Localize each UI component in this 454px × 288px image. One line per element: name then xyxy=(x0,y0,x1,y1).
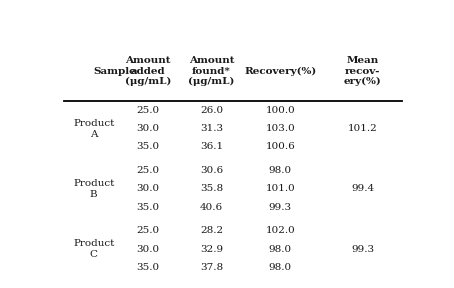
Text: 99.3: 99.3 xyxy=(351,245,375,253)
Text: 98.0: 98.0 xyxy=(269,245,292,253)
Text: 35.8: 35.8 xyxy=(200,184,223,194)
Text: 35.0: 35.0 xyxy=(137,143,160,151)
Text: Amount
found*
(μg/mL): Amount found* (μg/mL) xyxy=(188,56,235,86)
Text: Mean
recov-
ery(%): Mean recov- ery(%) xyxy=(344,56,382,86)
Text: 26.0: 26.0 xyxy=(200,106,223,115)
Text: 32.9: 32.9 xyxy=(200,245,223,253)
Text: 30.6: 30.6 xyxy=(200,166,223,175)
Text: 25.0: 25.0 xyxy=(137,106,160,115)
Text: Product
B: Product B xyxy=(73,179,114,199)
Text: 30.0: 30.0 xyxy=(137,245,160,253)
Text: 37.8: 37.8 xyxy=(200,263,223,272)
Text: 100.0: 100.0 xyxy=(265,106,295,115)
Text: 35.0: 35.0 xyxy=(137,263,160,272)
Text: 30.0: 30.0 xyxy=(137,124,160,133)
Text: 102.0: 102.0 xyxy=(265,226,295,235)
Text: 99.3: 99.3 xyxy=(269,202,292,212)
Text: 99.4: 99.4 xyxy=(351,184,375,194)
Text: 40.6: 40.6 xyxy=(200,202,223,212)
Text: 35.0: 35.0 xyxy=(137,202,160,212)
Text: 98.0: 98.0 xyxy=(269,166,292,175)
Text: 28.2: 28.2 xyxy=(200,226,223,235)
Text: 25.0: 25.0 xyxy=(137,226,160,235)
Text: Amount
added
(μg/mL): Amount added (μg/mL) xyxy=(125,56,172,86)
Text: 25.0: 25.0 xyxy=(137,166,160,175)
Text: Sample: Sample xyxy=(94,67,137,76)
Text: 100.6: 100.6 xyxy=(265,143,295,151)
Text: 30.0: 30.0 xyxy=(137,184,160,194)
Text: Recovery(%): Recovery(%) xyxy=(244,67,316,76)
Text: Product
A: Product A xyxy=(73,119,114,139)
Text: 31.3: 31.3 xyxy=(200,124,223,133)
Text: 36.1: 36.1 xyxy=(200,143,223,151)
Text: 98.0: 98.0 xyxy=(269,263,292,272)
Text: 101.0: 101.0 xyxy=(265,184,295,194)
Text: Product
C: Product C xyxy=(73,239,114,259)
Text: 101.2: 101.2 xyxy=(348,124,378,133)
Text: 103.0: 103.0 xyxy=(265,124,295,133)
